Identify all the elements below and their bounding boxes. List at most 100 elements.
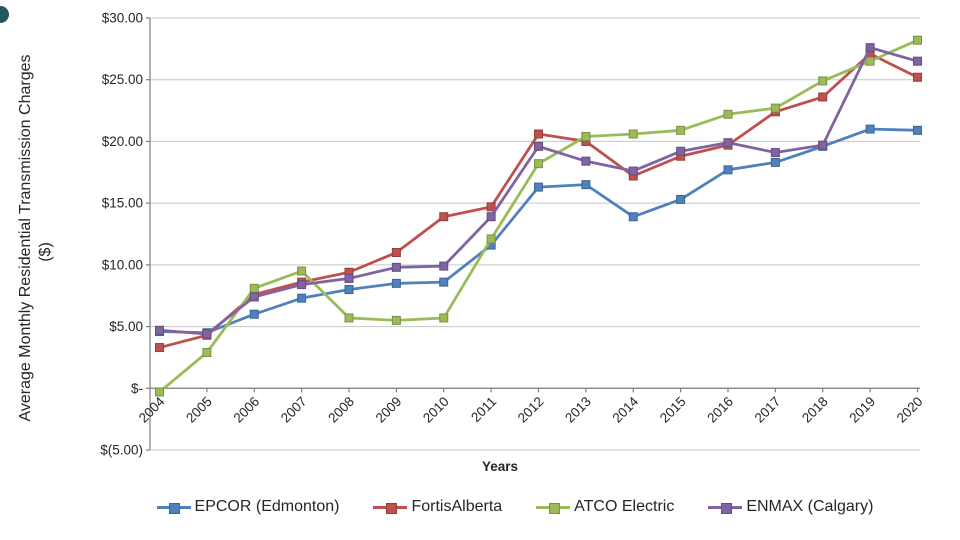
legend-marker-icon: [156, 502, 191, 514]
series-marker-enmax-calgary: [723, 138, 733, 148]
series-marker-enmax-calgary: [628, 166, 638, 176]
series-marker-enmax-calgary: [818, 140, 828, 150]
y-tick-label: $-: [131, 381, 143, 396]
series-marker-atco-electric: [818, 76, 828, 86]
series-marker-atco-electric: [297, 266, 307, 276]
x-tick-label: 2020: [894, 394, 926, 426]
legend-item-epcor-edmonton: EPCOR (Edmonton): [156, 498, 340, 516]
x-axis-title: Years: [482, 459, 518, 474]
series-marker-atco-electric: [155, 387, 164, 397]
series-marker-atco-electric: [723, 109, 733, 119]
series-marker-fortisalberta: [486, 202, 496, 212]
y-tick-label: $5.00: [109, 319, 143, 334]
series-marker-enmax-calgary: [770, 148, 780, 158]
series-marker-atco-electric: [486, 234, 496, 244]
series-marker-epcor-edmonton: [628, 212, 638, 222]
legend-item-atco-electric: ATCO Electric: [536, 498, 674, 516]
chart-legend: EPCOR (Edmonton) FortisAlberta ATCO Electr…: [70, 498, 960, 516]
x-tick-label: 2014: [610, 393, 642, 425]
legend-square-marker: [720, 502, 732, 514]
series-marker-enmax-calgary: [391, 262, 401, 272]
x-tick-label: 2005: [183, 394, 215, 426]
series-marker-enmax-calgary: [249, 292, 259, 302]
series-marker-fortisalberta: [391, 248, 401, 258]
x-tick-label: 2004: [136, 393, 168, 425]
series-marker-atco-electric: [202, 347, 212, 357]
bullet-decoration: [0, 6, 9, 23]
y-tick-label: $15.00: [102, 196, 143, 211]
transmission-charges-line-chart: $30.00 $25.00 $20.00 $15.00 $10.00 $5.00 $- $(5…: [17, 11, 926, 475]
y-axis-title-line2: ($): [37, 242, 54, 262]
series-marker-enmax-calgary: [297, 280, 307, 290]
legend-label-atco-electric: ATCO Electric: [574, 498, 675, 515]
series-marker-epcor-edmonton: [913, 125, 922, 135]
x-tick-label: 2007: [278, 394, 310, 426]
series-marker-epcor-edmonton: [249, 309, 259, 319]
series-marker-epcor-edmonton: [581, 180, 591, 190]
series-marker-enmax-calgary: [913, 56, 922, 66]
legend-square-marker: [169, 502, 181, 514]
x-tick-label: 2009: [373, 394, 405, 426]
series-marker-atco-electric: [344, 313, 354, 323]
series-marker-fortisalberta: [439, 212, 449, 222]
series-marker-epcor-edmonton: [344, 285, 354, 295]
series-marker-enmax-calgary: [344, 273, 354, 283]
x-tick-label: 2017: [752, 394, 784, 426]
series-marker-enmax-calgary: [155, 325, 164, 335]
y-tick-label: $25.00: [102, 72, 143, 87]
legend-item-enmax-calgary: ENMAX (Calgary): [708, 498, 873, 516]
x-tick-label: 2010: [420, 394, 452, 426]
series-marker-enmax-calgary: [486, 212, 496, 222]
series-marker-fortisalberta: [913, 72, 922, 82]
x-tick-label: 2008: [325, 394, 357, 426]
series-marker-epcor-edmonton: [770, 157, 780, 167]
series-marker-atco-electric: [391, 315, 401, 325]
x-tick-label: 2012: [515, 394, 547, 426]
y-tick-label: $10.00: [102, 257, 143, 272]
series-marker-atco-electric: [534, 159, 543, 169]
legend-square-marker: [548, 502, 560, 514]
series-marker-epcor-edmonton: [723, 165, 733, 175]
series-marker-atco-electric: [439, 313, 449, 323]
series-marker-epcor-edmonton: [865, 124, 875, 134]
legend-label-fortisalberta: FortisAlberta: [411, 498, 503, 515]
legend-item-fortisalberta: FortisAlberta: [373, 498, 502, 516]
legend-square-marker: [385, 502, 397, 514]
legend-marker-icon: [708, 502, 743, 514]
series-marker-enmax-calgary: [202, 329, 212, 339]
series-marker-atco-electric: [865, 56, 875, 66]
series-marker-fortisalberta: [534, 129, 543, 139]
series-marker-fortisalberta: [818, 92, 828, 102]
series-marker-atco-electric: [249, 283, 259, 293]
x-tick-label: 2013: [562, 394, 594, 426]
series-line-atco-electric: [158, 38, 919, 394]
series-marker-epcor-edmonton: [297, 293, 307, 303]
series-marker-enmax-calgary: [439, 261, 449, 271]
series-marker-atco-electric: [628, 129, 638, 139]
legend-label-epcor-edmonton: EPCOR (Edmonton): [194, 498, 340, 515]
series-marker-enmax-calgary: [676, 146, 686, 156]
series-marker-atco-electric: [581, 131, 591, 141]
y-tick-label: $20.00: [102, 134, 143, 149]
x-tick-label: 2019: [846, 394, 878, 426]
y-tick-label: $(5.00): [100, 443, 143, 458]
legend-label-enmax-calgary: ENMAX (Calgary): [746, 498, 874, 515]
series-marker-enmax-calgary: [534, 141, 543, 151]
series-marker-atco-electric: [676, 125, 686, 135]
x-tick-label: 2015: [657, 394, 689, 426]
x-tick-label: 2006: [231, 394, 263, 426]
series-marker-atco-electric: [913, 35, 922, 45]
legend-marker-icon: [536, 502, 571, 514]
series-marker-atco-electric: [770, 103, 780, 113]
x-tick-label: 2011: [468, 394, 499, 425]
series-marker-epcor-edmonton: [676, 194, 686, 204]
x-tick-label: 2016: [704, 394, 736, 426]
series-marker-epcor-edmonton: [391, 278, 401, 288]
x-tick-label: 2018: [799, 394, 831, 426]
legend-marker-icon: [373, 502, 408, 514]
series-line-fortisalberta: [159, 52, 919, 349]
series-marker-fortisalberta: [155, 343, 164, 353]
y-axis-title-line1: Average Monthly Residential Transmission…: [17, 55, 34, 422]
series-marker-epcor-edmonton: [534, 182, 543, 192]
